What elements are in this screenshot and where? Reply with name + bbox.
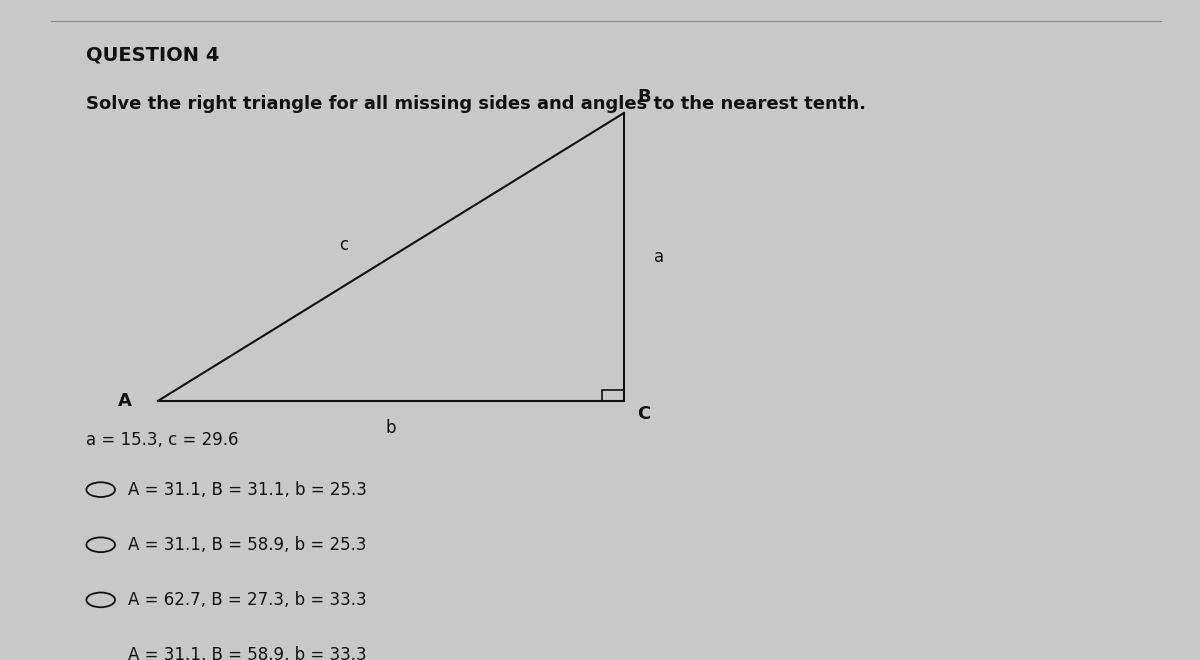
Text: B: B: [637, 88, 650, 106]
Text: A: A: [118, 392, 132, 410]
Text: A = 31.1, B = 31.1, b = 25.3: A = 31.1, B = 31.1, b = 25.3: [128, 480, 367, 499]
Text: Solve the right triangle for all missing sides and angles to the nearest tenth.: Solve the right triangle for all missing…: [86, 94, 866, 113]
Text: A = 31.1, B = 58.9, b = 33.3: A = 31.1, B = 58.9, b = 33.3: [128, 646, 367, 660]
Text: A = 62.7, B = 27.3, b = 33.3: A = 62.7, B = 27.3, b = 33.3: [128, 591, 367, 609]
Text: A = 31.1, B = 58.9, b = 25.3: A = 31.1, B = 58.9, b = 25.3: [128, 536, 367, 554]
Text: C: C: [637, 405, 650, 423]
Text: c: c: [338, 236, 348, 253]
Text: a = 15.3, c = 29.6: a = 15.3, c = 29.6: [86, 432, 239, 449]
Bar: [602, 390, 624, 401]
Text: QUESTION 4: QUESTION 4: [86, 46, 220, 65]
Text: a: a: [654, 248, 664, 266]
Text: b: b: [385, 419, 396, 437]
